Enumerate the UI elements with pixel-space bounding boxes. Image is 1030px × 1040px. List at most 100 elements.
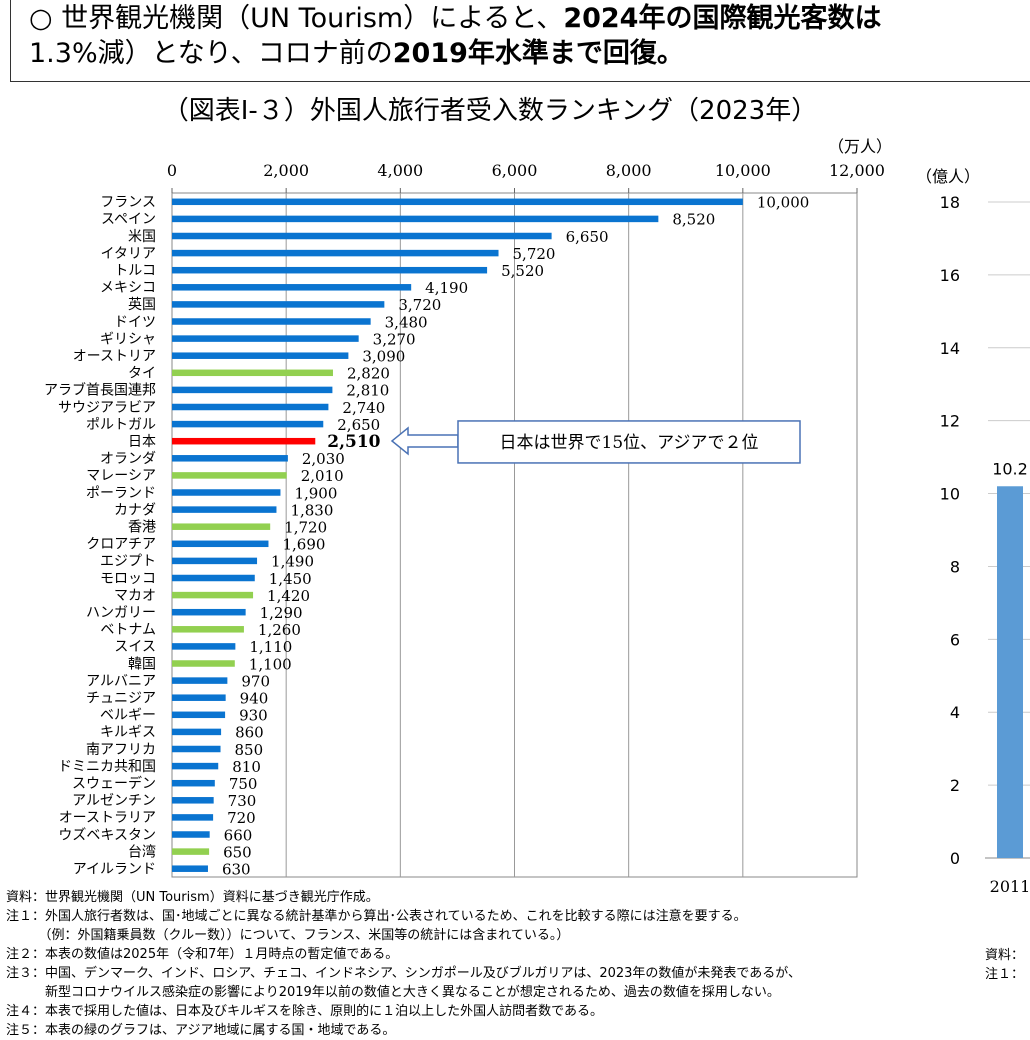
right-y-tick-label: 4 <box>950 703 960 722</box>
category-label: ウズベキスタン <box>58 827 156 843</box>
value-label: 860 <box>235 724 264 742</box>
value-label: 1,490 <box>271 553 314 571</box>
category-label: 南アフリカ <box>86 742 156 758</box>
value-label: 3,090 <box>362 347 405 365</box>
category-label: チュニジア <box>86 690 156 706</box>
bar-南アフリカ <box>172 745 221 753</box>
category-label: ポルトガル <box>86 417 156 433</box>
category-label: スペイン <box>101 212 156 228</box>
bar-香港 <box>172 523 271 530</box>
bar-スペイン <box>172 215 659 223</box>
bar-アイルランド <box>172 865 208 872</box>
bar-メキシコ <box>172 284 412 291</box>
bar-アラブ首長国連邦 <box>172 386 333 394</box>
value-label: 1,100 <box>249 655 292 673</box>
right-bar-2011 <box>997 486 1023 858</box>
value-label: 1,260 <box>258 621 301 639</box>
bar-エジプト <box>172 557 258 565</box>
value-label: 630 <box>222 860 251 878</box>
category-label: 台湾 <box>128 843 156 860</box>
right-y-tick-label: 2 <box>950 776 960 795</box>
bar-イタリア <box>172 249 499 257</box>
category-label: ベトナム <box>100 622 156 638</box>
annotation-text: 日本は世界で15位、アジアで２位 <box>500 433 759 453</box>
bar-フランス <box>172 198 743 206</box>
value-label: 720 <box>227 809 256 827</box>
bar-ベトナム <box>172 626 244 633</box>
value-label: 650 <box>223 843 252 861</box>
value-label: 8,520 <box>672 211 715 229</box>
bar-ベルギー <box>172 711 226 719</box>
x-tick-label: 4,000 <box>377 161 423 180</box>
note-line: 新型コロナウイルス感染症の影響により2019年以前の数値と大きく異なることが想定… <box>6 985 780 1000</box>
summary-box: ○ 世界観光機関（UN Tourism）によると、2024年の国際観光客数は 1… <box>10 0 1030 82</box>
category-label: 米国 <box>128 229 156 245</box>
x-tick-label: 8,000 <box>606 161 652 180</box>
right-y-tick-label: 12 <box>940 412 960 431</box>
note-line: 注５：本表の緑のグラフは、アジア地域に属する国・地域である。 <box>6 1023 396 1038</box>
x-tick-label: 2,000 <box>263 161 309 180</box>
value-label: 6,650 <box>566 228 609 246</box>
summary-line-2: 1.3%減）となり、コロナ前の2019年水準まで回復。 <box>29 37 684 71</box>
category-label: エジプト <box>100 554 156 570</box>
value-label: 1,420 <box>267 587 310 605</box>
right-category-label: 2011 <box>990 877 1030 896</box>
bar-トルコ <box>172 266 488 274</box>
value-label: 2,820 <box>347 365 390 383</box>
value-label: 660 <box>224 826 253 844</box>
summary-text: 1.3%減）となり、コロナ前の <box>29 38 393 69</box>
category-label: オランダ <box>100 451 156 467</box>
right-y-tick-label: 16 <box>940 266 960 285</box>
value-label: 2,810 <box>346 382 389 400</box>
category-label: モロッコ <box>100 571 156 587</box>
value-label: 5,720 <box>513 245 556 263</box>
value-label: 1,830 <box>290 501 333 519</box>
bar-ドイツ <box>172 318 371 325</box>
chart-title: （図表Ⅰ-３）外国人旅行者受入数ランキング（2023年） <box>162 96 818 126</box>
bar-ハンガリー <box>172 608 246 616</box>
bar-韓国 <box>172 660 235 667</box>
category-label: アルゼンチン <box>72 793 156 809</box>
category-label: ハンガリー <box>86 605 156 621</box>
bar-ポルトガル <box>172 420 324 428</box>
bar-クロアチア <box>172 540 269 548</box>
category-label: アイルランド <box>73 861 156 877</box>
value-label: 4,190 <box>425 279 468 297</box>
bar-サウジアラビア <box>172 403 329 411</box>
bar-ポーランド <box>172 489 281 496</box>
right-y-tick-label: 8 <box>950 557 960 576</box>
note-line: 資料：世界観光機関（UN Tourism）資料に基づき観光庁作成。 <box>6 890 379 905</box>
bar-スイス <box>172 643 236 650</box>
bar-オランダ <box>172 455 288 462</box>
category-label: ベルギー <box>100 708 156 724</box>
value-label: 970 <box>241 672 270 690</box>
value-label: 1,290 <box>260 604 303 622</box>
category-label: イタリア <box>101 246 156 262</box>
category-label: 韓国 <box>128 656 156 672</box>
bar-モロッコ <box>172 574 255 582</box>
right-unit-label: （億人） <box>916 167 980 186</box>
bar-ウズベキスタン <box>172 831 210 838</box>
category-label: マレーシア <box>86 468 156 484</box>
bar-カナダ <box>172 506 277 513</box>
right-note-1: 注１： <box>985 967 1025 982</box>
x-tick-label: 12,000 <box>829 161 885 180</box>
summary-line-1: ○ 世界観光機関（UN Tourism）によると、2024年の国際観光客数は <box>29 2 881 36</box>
category-label: スウェーデン <box>72 775 156 792</box>
category-label: 日本 <box>128 434 156 450</box>
category-label: ドミニカ共和国 <box>58 759 156 775</box>
value-label: 2,030 <box>302 450 345 468</box>
value-label: 850 <box>235 741 264 759</box>
bar-アルゼンチン <box>172 797 214 804</box>
value-label: 2,010 <box>301 467 344 485</box>
bar-マカオ <box>172 591 254 599</box>
bar-マレーシア <box>172 472 287 479</box>
category-label: クロアチア <box>86 537 156 553</box>
x-tick-label: 0 <box>167 161 177 180</box>
bar-アルバニア <box>172 677 228 684</box>
note-line: 注２：本表の数値は2025年（令和7年）１月時点の暫定値である。 <box>6 947 399 962</box>
bar-英国 <box>172 301 385 308</box>
bar-オーストラリア <box>172 814 214 821</box>
category-label: キルギス <box>100 725 156 741</box>
bar-オーストリア <box>172 352 349 359</box>
